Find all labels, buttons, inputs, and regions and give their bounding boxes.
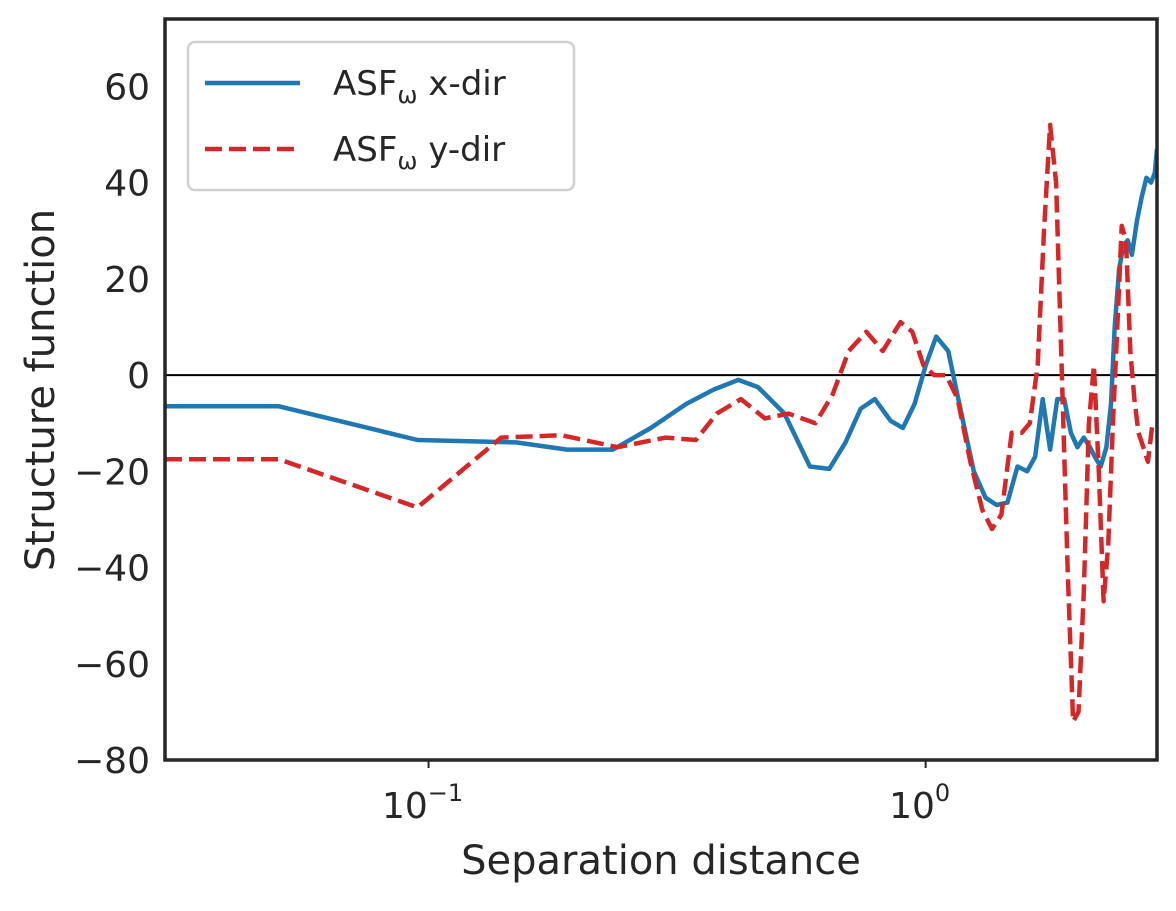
y-axis-label: Structure function (18, 209, 64, 571)
legend-entry-label: ASFω x-dir (333, 64, 506, 109)
x-axis-ticks: 10−1 100 (382, 760, 950, 827)
legend: ASFω x-dir ASFω y-dir (186, 40, 576, 192)
y-tick-label: −80 (74, 741, 150, 782)
x-tick-label: 10−1 (382, 779, 463, 827)
legend-entry-label: ASFω y-dir (333, 130, 505, 175)
x-axis-label: Separation distance (461, 838, 861, 884)
y-axis-ticks: −80 −60 −40 −20 0 20 40 60 (74, 67, 150, 782)
y-tick-label: 40 (104, 164, 150, 205)
series-line-y-dir (165, 122, 1157, 724)
y-tick-label: 20 (104, 260, 150, 301)
y-tick-label: 60 (104, 67, 150, 108)
x-tick-label: 100 (889, 779, 950, 827)
y-tick-label: 0 (127, 356, 150, 397)
y-tick-label: −20 (74, 452, 150, 493)
y-tick-label: −40 (74, 549, 150, 590)
legend-box (186, 40, 576, 192)
series-line-x-dir (165, 148, 1157, 508)
plot-frame (163, 17, 1159, 762)
y-tick-label: −60 (74, 645, 150, 686)
series-layer (165, 122, 1157, 724)
